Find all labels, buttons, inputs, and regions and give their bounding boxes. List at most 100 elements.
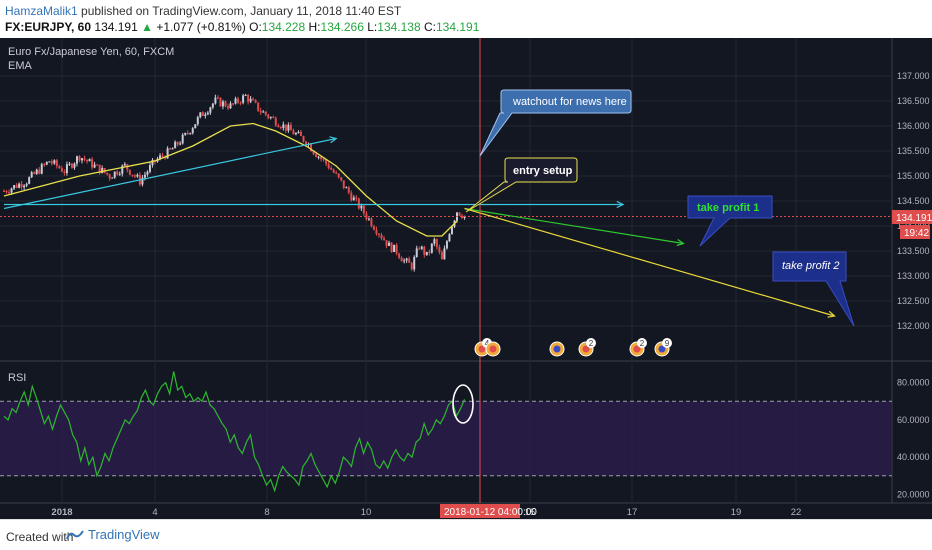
target-arrow (464, 207, 684, 245)
candle-body (179, 143, 182, 145)
candle-body (365, 213, 368, 219)
candle-body (143, 174, 146, 178)
candle-body (445, 241, 448, 249)
candle-body (199, 112, 202, 118)
candle-body (184, 133, 187, 135)
candle-body (60, 168, 63, 172)
candle-body (23, 185, 26, 188)
candle-body (294, 133, 297, 135)
candle-body (461, 215, 464, 218)
candle-body (262, 111, 265, 113)
countdown-tag (900, 225, 930, 239)
close-value: 134.191 (436, 20, 480, 34)
candle-body (68, 163, 71, 165)
time-tick: 19 (731, 507, 742, 518)
event-count-bubble (637, 338, 647, 348)
candle-body (292, 130, 295, 135)
candle-body (176, 141, 179, 145)
candle-body (403, 260, 406, 262)
candle-body (108, 174, 111, 179)
price-tick: 132.000 (897, 321, 930, 331)
callout-news[interactable]: watchout for news here (479, 89, 632, 157)
event-count: 2 (589, 339, 594, 348)
rsi-legend[interactable]: RSI (8, 372, 26, 384)
candle-body (191, 128, 194, 134)
candle-body (3, 191, 5, 192)
candle-body (272, 117, 275, 119)
event-badges[interactable]: 4 2 2 9 (474, 338, 672, 357)
ema-legend[interactable]: EMA (8, 60, 33, 72)
price-tick: 136.000 (897, 121, 930, 131)
candle-body (347, 187, 350, 193)
tradingview-brand[interactable]: TradingView (66, 527, 160, 542)
candle-body (88, 159, 91, 162)
callout-tp1[interactable]: take profit 1 (687, 195, 773, 247)
event-badge-dot (658, 345, 666, 353)
price-tick: 133.500 (897, 246, 930, 256)
candle-body (370, 218, 373, 227)
price-tick: 132.500 (897, 296, 930, 306)
candle-body (322, 158, 325, 160)
candle-body (458, 212, 461, 216)
candle-body (30, 172, 33, 178)
candle-body (345, 187, 348, 189)
low-label: L: (367, 20, 378, 34)
candle-body (385, 240, 388, 246)
candle-body (395, 244, 398, 254)
candle-body (201, 112, 204, 116)
rsi-highlight-circle (452, 384, 474, 424)
candle-body (141, 177, 144, 185)
candle-body (287, 124, 290, 131)
candle-body (43, 164, 46, 166)
candle-body (443, 248, 446, 260)
candle-body (194, 124, 197, 129)
created-with-text: Created with (6, 530, 74, 544)
candle-body (63, 171, 66, 174)
arrow-head (616, 200, 625, 209)
price-change: +1.077 (+0.81%) (156, 20, 246, 34)
event-count: 4 (485, 339, 490, 348)
candle-body (28, 177, 31, 184)
open-value: 134.228 (261, 20, 306, 34)
candle-body (284, 124, 287, 131)
candle-body (5, 191, 8, 193)
candle-body (123, 164, 126, 166)
candle-body (219, 97, 222, 107)
candle-body (174, 141, 177, 149)
author-link[interactable]: HamzaMalik1 (5, 4, 78, 18)
candle-body (264, 111, 267, 115)
time-tick-labels: 2018 4 8 10 15 17 19 22 (51, 507, 801, 518)
price-tick: 136.500 (897, 96, 930, 106)
candle-body (78, 156, 81, 161)
candle-body (121, 165, 124, 174)
candle-body (413, 257, 416, 270)
candle-body (86, 159, 89, 162)
candle-body (18, 183, 21, 188)
tradingview-brand-text: TradingView (88, 527, 160, 542)
candle-body (214, 97, 217, 104)
callout-entry[interactable]: entry setup (465, 157, 578, 213)
price-tick: 135.500 (897, 146, 930, 156)
price-tick: 134.500 (897, 196, 930, 206)
candle-body (267, 114, 270, 118)
candle-body (96, 164, 99, 166)
candle-body (50, 161, 53, 164)
callout-tp2[interactable]: take profit 2 (772, 251, 855, 327)
callout-tp1-text: take profit 1 (697, 202, 759, 214)
candle-body (390, 242, 393, 253)
candle-body (65, 164, 68, 174)
price-axis[interactable] (892, 38, 932, 519)
candle-body (161, 155, 164, 157)
chart-canvas[interactable]: watchout for news here entry setup take … (0, 38, 932, 519)
candle-body (325, 159, 328, 164)
chart-header: HamzaMalik1 published on TradingView.com… (0, 0, 932, 38)
event-count: 9 (665, 339, 670, 348)
candle-body (116, 171, 119, 175)
candle-body (111, 177, 114, 179)
drawings[interactable] (0, 136, 892, 318)
candle-body (35, 169, 38, 174)
candle-body (337, 173, 340, 178)
candle-body (405, 258, 408, 261)
candle-body (25, 183, 28, 186)
arrow-head (676, 239, 685, 247)
